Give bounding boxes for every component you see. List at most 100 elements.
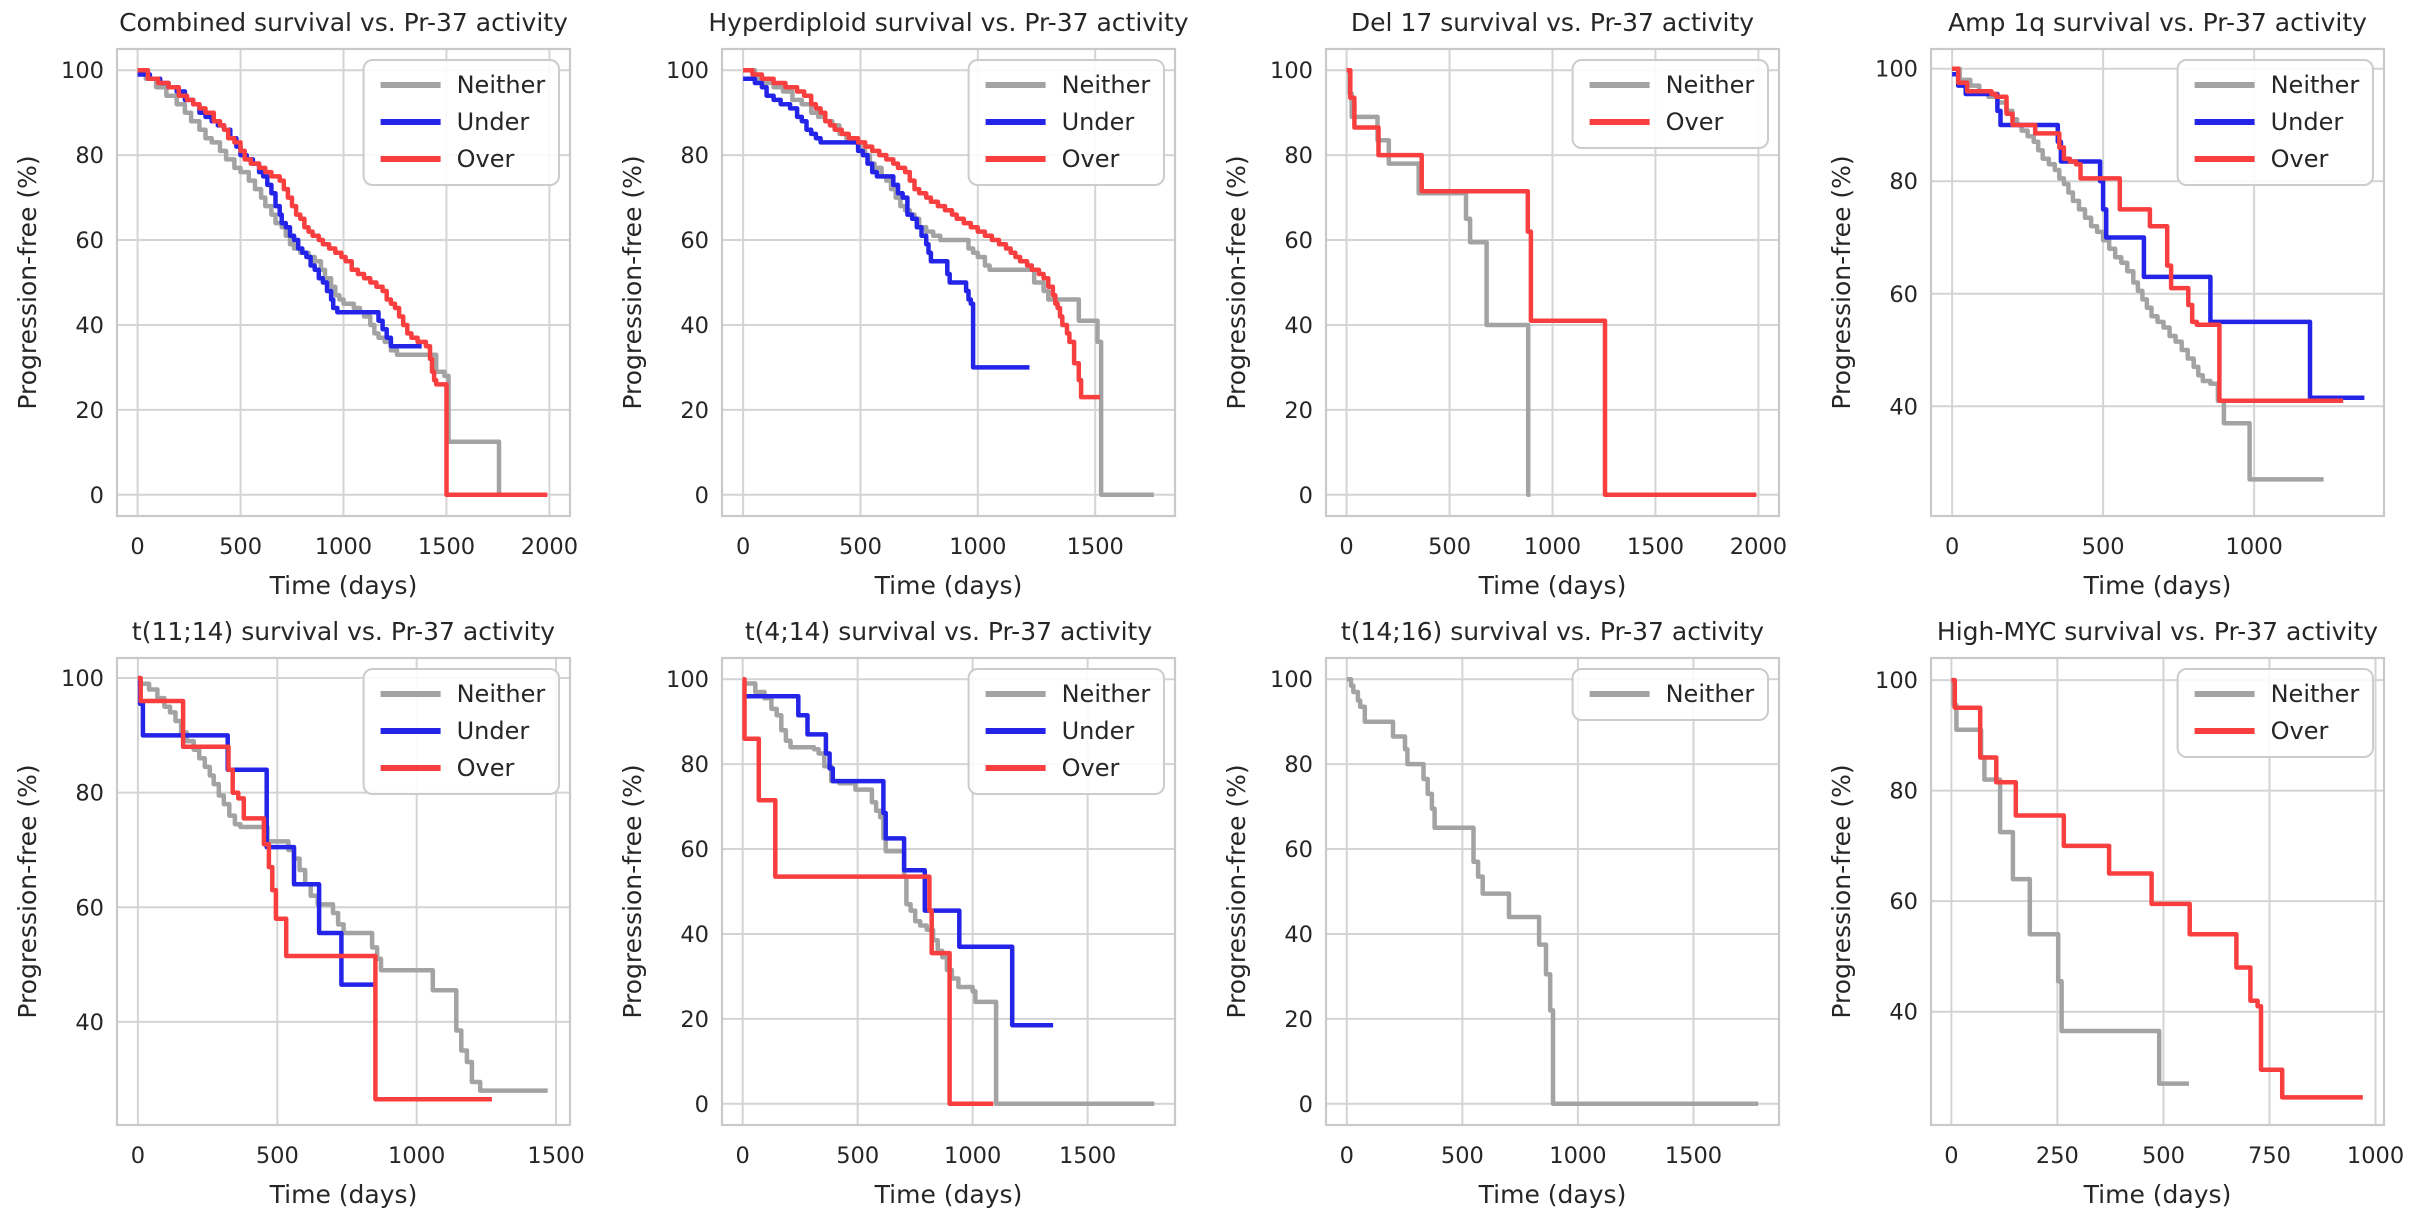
series-line-over (137, 67, 548, 498)
x-axis-label: Time (days) (1478, 1180, 1627, 1209)
y-tick-label: 40 (1284, 313, 1313, 339)
chart-canvas-amp1q: 0 500 1000 40 60 80 100 Amp 1q survival vs. Pr-… (1827, 8, 2385, 600)
y-tick-label: 20 (680, 1007, 709, 1033)
legend-label-over: Over (457, 754, 515, 782)
x-tick-label: 1000 (949, 534, 1006, 560)
x-tick-label: 0 (735, 1143, 749, 1169)
series-line-over (742, 67, 1100, 400)
chart-t4-14: 0 500 1000 1500 0 20 40 60 80 100 t(4;14) survival… (605, 609, 1210, 1218)
legend: Neither Over (2176, 668, 2374, 758)
chart-high-myc: 0 250 500 750 1000 40 60 80 100 High-MYC survival… (1814, 609, 2418, 1218)
x-tick-label: 500 (256, 1143, 299, 1169)
legend-label-over: Over (457, 145, 515, 173)
x-tick-label: 1500 (527, 1143, 584, 1169)
y-axis-label: Progression-free (%) (1827, 764, 1856, 1018)
legend-label-neither: Neither (457, 71, 546, 99)
y-tick-label: 0 (1299, 1092, 1313, 1118)
x-axis-label: Time (days) (2082, 571, 2231, 600)
x-tick-label: 0 (130, 534, 144, 560)
y-tick-label: 40 (680, 922, 709, 948)
chart-canvas-combined: 0 500 1000 1500 2000 0 20 40 60 80 100 Combined sur… (13, 8, 578, 600)
y-tick-label: 80 (680, 752, 709, 778)
axes-spines (720, 47, 1176, 518)
legend-label-neither: Neither (1061, 680, 1150, 708)
legend-label-under: Under (457, 108, 530, 136)
chart-combined: 0 500 1000 1500 2000 0 20 40 60 80 100 Combined sur… (0, 0, 605, 609)
x-tick-label: 0 (1944, 1143, 1958, 1169)
x-tick-label: 500 (836, 1143, 879, 1169)
legend: Neither Under Over (2176, 59, 2374, 186)
legend-box (967, 668, 1165, 795)
legend-label-over: Over (2270, 145, 2328, 173)
chart-canvas-high-myc: 0 250 500 750 1000 40 60 80 100 High-MYC survival… (1827, 617, 2404, 1209)
legend: Neither Under Over (362, 59, 560, 186)
chart-canvas-t14-16: 0 500 1000 1500 0 20 40 60 80 100 t(14;16) surviva… (1222, 617, 1781, 1209)
chart-title: t(14;16) survival vs. Pr-37 activity (1341, 617, 1764, 646)
series-line-neither (137, 681, 548, 1093)
y-axis-label: Progression-free (%) (618, 764, 647, 1018)
axes-spines (115, 47, 572, 518)
y-tick-label: 40 (680, 313, 709, 339)
chart-del17: 0 500 1000 1500 2000 0 20 40 60 80 100 Del 17 survi… (1209, 0, 1814, 609)
legend-box (2176, 59, 2374, 186)
x-tick-label: 750 (2248, 1143, 2291, 1169)
legend: Neither Under Over (967, 668, 1165, 795)
legend: Neither Under Over (967, 59, 1165, 186)
legend: Neither Under Over (362, 668, 560, 795)
x-tick-label: 1500 (418, 534, 475, 560)
axes-spines (1324, 47, 1781, 518)
legend: Neither (1571, 668, 1769, 721)
series-line-neither (1950, 677, 2189, 1086)
series-line-under (742, 693, 1053, 1028)
chart-title: Del 17 survival vs. Pr-37 activity (1351, 8, 1754, 37)
chart-t14-16: 0 500 1000 1500 0 20 40 60 80 100 t(14;16) surviva… (1209, 609, 1814, 1218)
y-axis-label: Progression-free (%) (1222, 764, 1251, 1018)
x-tick-label: 1500 (1058, 1143, 1115, 1169)
y-axis-label: Progression-free (%) (1827, 155, 1856, 409)
axes-spines (1929, 47, 2385, 518)
axes-spines (115, 656, 572, 1127)
series-line-neither (1346, 67, 1531, 498)
y-tick-label: 100 (1270, 58, 1313, 84)
chart-title: Hyperdiploid survival vs. Pr-37 activity (708, 8, 1188, 37)
y-tick-label: 40 (75, 1010, 104, 1036)
x-axis-label: Time (days) (269, 1180, 418, 1209)
legend-box (362, 59, 560, 186)
series-line-over (1951, 66, 2343, 403)
x-tick-label: 2000 (1730, 534, 1787, 560)
x-tick-label: 2000 (521, 534, 578, 560)
x-tick-label: 1000 (388, 1143, 445, 1169)
y-tick-label: 0 (694, 483, 708, 509)
chart-hyperdiploid: 0 500 1000 1500 0 20 40 60 80 100 Hyperdiploid sur… (605, 0, 1210, 609)
chart-canvas-hyperdiploid: 0 500 1000 1500 0 20 40 60 80 100 Hyperdiploid sur… (618, 8, 1189, 600)
legend-label-over: Over (2270, 717, 2328, 745)
legend-label-neither: Neither (457, 680, 546, 708)
x-axis-label: Time (days) (873, 1180, 1022, 1209)
y-tick-label: 0 (694, 1092, 708, 1118)
y-tick-label: 40 (1889, 1000, 1918, 1026)
x-tick-label: 500 (2141, 1143, 2184, 1169)
chart-t11-14: 0 500 1000 1500 40 60 80 100 t(11;14) survival v… (0, 609, 605, 1218)
x-axis-label: Time (days) (269, 571, 418, 600)
series-line-under (137, 72, 422, 349)
axes-spines (1324, 656, 1781, 1127)
y-tick-label: 80 (1889, 779, 1918, 805)
y-tick-label: 20 (1284, 398, 1313, 424)
y-tick-label: 100 (61, 666, 104, 692)
series-line-over (741, 676, 993, 1107)
y-tick-label: 100 (666, 667, 709, 693)
x-tick-label: 1000 (1549, 1143, 1606, 1169)
y-tick-label: 40 (75, 313, 104, 339)
y-tick-label: 60 (680, 228, 709, 254)
y-tick-label: 60 (1889, 282, 1918, 308)
chart-title: High-MYC survival vs. Pr-37 activity (1936, 617, 2377, 646)
y-tick-label: 60 (1889, 889, 1918, 915)
y-tick-label: 60 (1284, 837, 1313, 863)
y-tick-label: 80 (1284, 143, 1313, 169)
legend-label-neither: Neither (1666, 71, 1755, 99)
legend-label-over: Over (1061, 145, 1119, 173)
x-tick-label: 1000 (944, 1143, 1001, 1169)
x-tick-label: 1500 (1627, 534, 1684, 560)
